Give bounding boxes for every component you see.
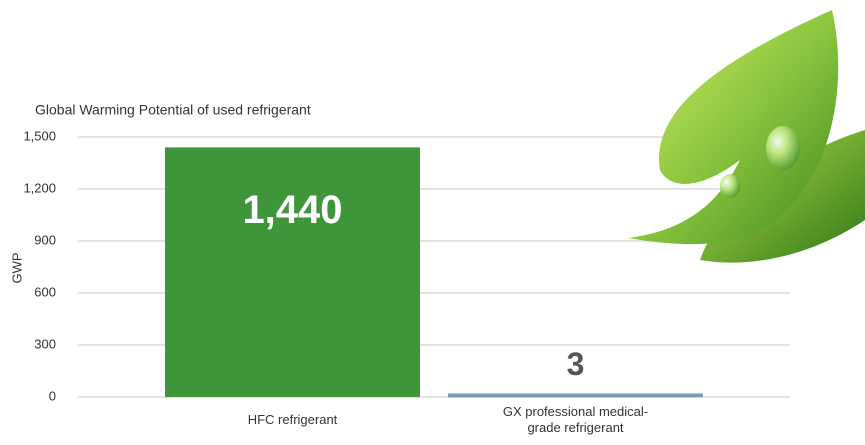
y-tick-label: 600 (34, 284, 56, 299)
leaf-front (628, 10, 839, 245)
value-label: 3 (567, 346, 585, 382)
bar (448, 393, 703, 398)
y-tick-label: 0 (49, 388, 56, 403)
y-tick-label: 1,200 (23, 180, 56, 195)
y-tick-label: 900 (34, 232, 56, 247)
value-label: 1,440 (242, 188, 342, 232)
x-tick-label: GX professional medical-grade refrigeran… (502, 404, 649, 435)
y-tick-label: 300 (34, 336, 56, 351)
leaf-illustration (628, 10, 865, 263)
bar (165, 147, 420, 397)
x-tick-label: HFC refrigerant (247, 412, 338, 427)
y-tick-label: 1,500 (23, 128, 56, 143)
water-drop (720, 174, 740, 198)
y-axis-label: GWP (9, 252, 24, 283)
chart-title: Global Warming Potential of used refrige… (35, 102, 311, 118)
water-drop (766, 126, 800, 170)
